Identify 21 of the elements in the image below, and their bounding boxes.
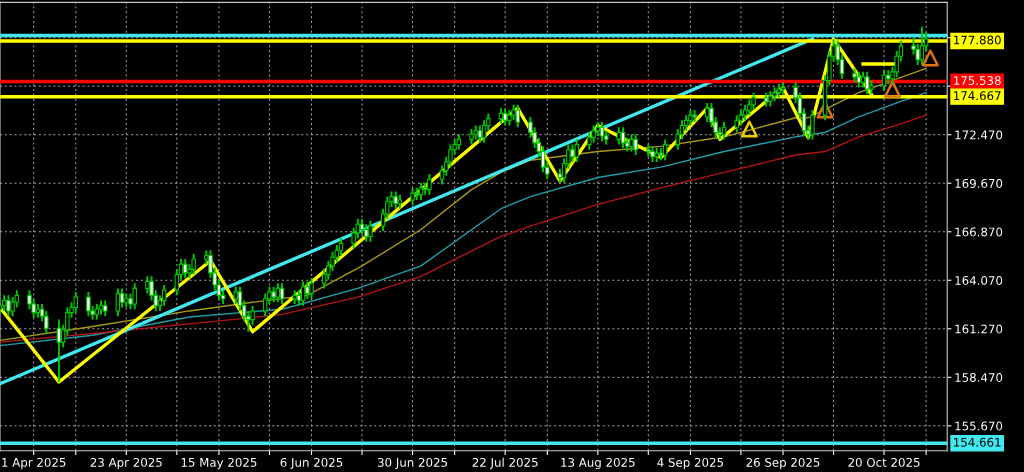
x-tick-label: 20 Oct 2025 [848, 457, 920, 467]
ref-line-label: 175.538 [954, 76, 1001, 85]
y-tick-label: 166.870 [955, 227, 1003, 237]
ref-line-label: 174.667 [954, 91, 1001, 101]
y-tick-label: 172.470 [955, 130, 1003, 140]
x-tick-label: 26 Sep 2025 [746, 457, 820, 470]
ref-line-label: 154.661 [954, 437, 1001, 447]
x-tick-label: 23 Apr 2025 [90, 457, 162, 470]
ref-line-label: 177.880 [954, 35, 1001, 45]
x-tick-label: 13 Aug 2025 [561, 457, 635, 470]
x-tick-label: 30 Jun 2025 [377, 457, 448, 470]
x-tick-label: 6 Jun 2025 [280, 457, 343, 470]
y-tick-label: 161.270 [955, 324, 1003, 334]
y-tick-label: 158.470 [955, 373, 1003, 382]
y-tick-label: 169.670 [955, 178, 1003, 188]
y-tick-label: 155.670 [955, 421, 1003, 431]
x-tick-label: 4 Sep 2025 [657, 457, 724, 470]
x-tick-label: 22 Jul 2025 [472, 457, 538, 470]
x-tick-label: 1 Apr 2025 [2, 457, 66, 470]
x-tick-label: 15 May 2025 [181, 457, 257, 470]
y-tick-label: 164.070 [955, 275, 1003, 285]
